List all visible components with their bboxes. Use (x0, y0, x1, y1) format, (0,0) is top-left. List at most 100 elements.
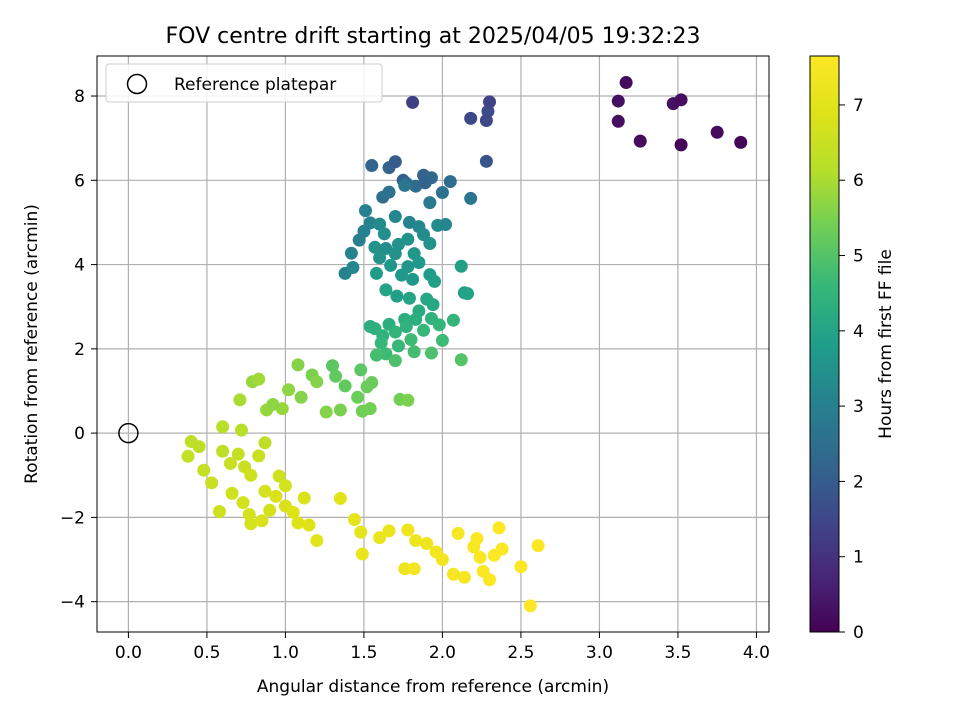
data-point (432, 318, 446, 332)
data-point (446, 567, 460, 581)
data-point (363, 320, 377, 334)
data-point (435, 186, 449, 200)
chart-title: FOV centre drift starting at 2025/04/05 … (166, 24, 701, 49)
colorbar-tick-label: 3 (853, 397, 864, 417)
data-point (398, 562, 412, 576)
plot-frame (96, 55, 770, 633)
data-point (223, 456, 237, 470)
data-point (269, 489, 283, 503)
data-point (294, 390, 308, 404)
data-point (291, 516, 305, 530)
data-point (406, 95, 420, 109)
data-point (302, 518, 316, 532)
colorbar-label: Hours from first FF file (876, 249, 896, 439)
data-point (355, 547, 369, 561)
data-point (409, 534, 423, 548)
data-point (225, 486, 239, 500)
data-point (236, 496, 250, 510)
data-point (483, 95, 497, 109)
data-point (244, 517, 258, 531)
data-point (255, 514, 269, 528)
data-point (407, 345, 421, 359)
y-tick-label: 6 (74, 171, 85, 191)
data-point (446, 313, 460, 327)
data-point (310, 375, 324, 389)
data-point (479, 113, 493, 127)
data-point (412, 255, 426, 269)
x-tick-label: 2.5 (507, 643, 534, 663)
data-point (514, 560, 528, 574)
data-point (346, 261, 360, 275)
data-point (423, 237, 437, 251)
data-point (734, 135, 748, 149)
data-point (181, 449, 195, 463)
data-point (674, 93, 688, 107)
data-point (611, 94, 625, 108)
data-point (258, 484, 272, 498)
data-point (352, 233, 366, 247)
data-point (423, 196, 437, 210)
x-tick-label: 4.0 (743, 643, 770, 663)
data-point (368, 240, 382, 254)
data-points (181, 76, 748, 613)
data-point (454, 259, 468, 273)
data-point (258, 436, 272, 450)
y-tick-label: −2 (60, 508, 85, 528)
y-tick-label: 8 (74, 87, 85, 107)
data-point (388, 354, 402, 368)
data-point (212, 504, 226, 518)
data-point (418, 176, 432, 190)
colorbar-tick-label: 1 (853, 548, 864, 568)
data-point (401, 523, 415, 537)
data-point (319, 405, 333, 419)
data-point (344, 246, 358, 260)
data-point (461, 287, 475, 301)
data-point (365, 376, 379, 390)
y-axis-label: Rotation from reference (arcmin) (22, 204, 42, 484)
data-point (272, 469, 286, 483)
y-tick-label: −4 (60, 593, 85, 613)
data-point (409, 312, 423, 326)
colorbar-tick-label: 4 (853, 322, 864, 342)
data-point (479, 154, 493, 168)
data-point (373, 251, 387, 265)
data-point (399, 320, 413, 334)
data-point (205, 476, 219, 490)
data-point (439, 218, 453, 232)
colorbar-tick-label: 6 (853, 171, 864, 191)
data-point (231, 447, 245, 461)
data-point (633, 134, 647, 148)
legend: Reference platepar (105, 63, 383, 103)
x-tick-label: 1.5 (350, 643, 377, 663)
data-point (338, 379, 352, 393)
legend-entry: Reference platepar (174, 75, 336, 95)
legend-marker-icon (126, 73, 148, 95)
colorbar-tick-label: 2 (853, 472, 864, 492)
data-point (398, 178, 412, 192)
x-tick-label: 0.0 (115, 643, 142, 663)
data-point (197, 463, 211, 477)
y-axis-ticks: −4 −2 0 2 4 6 8 (60, 87, 97, 613)
data-point (391, 339, 405, 353)
data-point (424, 346, 438, 360)
data-point (473, 550, 487, 564)
data-point (374, 336, 388, 350)
data-point (464, 111, 478, 125)
data-point (407, 562, 421, 576)
data-point (451, 526, 465, 540)
data-point (266, 397, 280, 411)
data-point (252, 372, 266, 386)
data-point (347, 512, 361, 526)
data-point (464, 191, 478, 205)
data-point (619, 76, 633, 90)
legend-box (105, 63, 383, 103)
data-point (382, 524, 396, 538)
data-point (388, 247, 402, 261)
y-tick-label: 4 (74, 256, 85, 276)
data-point (674, 138, 688, 152)
x-axis-ticks: 0.0 0.5 1.0 1.5 2.0 2.5 3.0 3.5 4.0 (115, 632, 770, 663)
data-point (365, 159, 379, 173)
data-point (278, 479, 292, 493)
data-point (495, 542, 509, 556)
x-tick-label: 2.0 (429, 643, 456, 663)
